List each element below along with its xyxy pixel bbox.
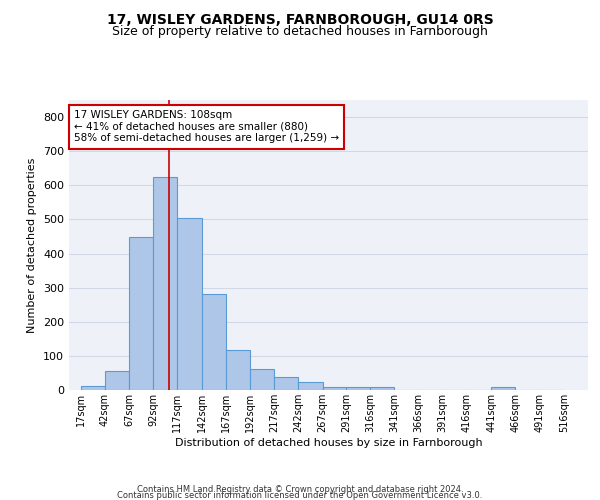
Bar xyxy=(202,294,226,390)
Bar xyxy=(346,386,370,390)
Text: 17 WISLEY GARDENS: 108sqm
← 41% of detached houses are smaller (880)
58% of semi: 17 WISLEY GARDENS: 108sqm ← 41% of detac… xyxy=(74,110,339,144)
Text: Contains HM Land Registry data © Crown copyright and database right 2024.: Contains HM Land Registry data © Crown c… xyxy=(137,484,463,494)
Bar xyxy=(370,388,394,390)
Text: Contains public sector information licensed under the Open Government Licence v3: Contains public sector information licen… xyxy=(118,490,482,500)
Bar xyxy=(178,218,202,390)
Y-axis label: Number of detached properties: Number of detached properties xyxy=(28,158,37,332)
Bar xyxy=(274,378,298,390)
Bar xyxy=(129,237,153,390)
Bar xyxy=(491,388,515,390)
Bar xyxy=(105,370,129,390)
Text: Size of property relative to detached houses in Farnborough: Size of property relative to detached ho… xyxy=(112,25,488,38)
Bar xyxy=(298,382,323,390)
Bar xyxy=(153,177,178,390)
Bar xyxy=(80,386,105,390)
Bar xyxy=(226,350,250,390)
Bar xyxy=(323,386,347,390)
X-axis label: Distribution of detached houses by size in Farnborough: Distribution of detached houses by size … xyxy=(175,438,482,448)
Bar xyxy=(250,369,274,390)
Text: 17, WISLEY GARDENS, FARNBOROUGH, GU14 0RS: 17, WISLEY GARDENS, FARNBOROUGH, GU14 0R… xyxy=(107,12,493,26)
